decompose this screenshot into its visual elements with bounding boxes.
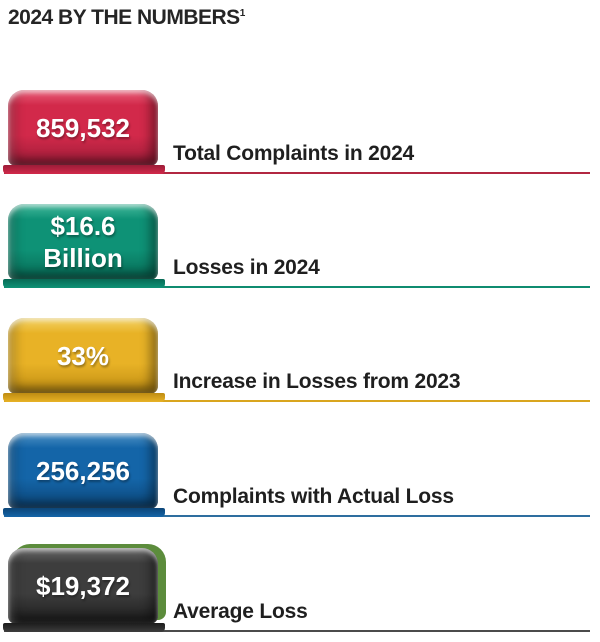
page-title: 2024 BY THE NUMBERS1 bbox=[8, 6, 245, 30]
stat-value: $16.6 Billion bbox=[43, 210, 123, 274]
stat-label: Increase in Losses from 2023 bbox=[173, 370, 461, 393]
stat-value: 859,532 bbox=[36, 112, 130, 143]
row-underline bbox=[4, 286, 590, 288]
stat-badge: 256,256 bbox=[3, 433, 165, 517]
stat-label: Total Complaints in 2024 bbox=[173, 142, 415, 165]
row-underline bbox=[4, 172, 590, 174]
badge-base bbox=[3, 623, 165, 632]
stat-label: Losses in 2024 bbox=[173, 256, 320, 279]
stat-row-loss-increase: 33% Increase in Losses from 2023 bbox=[0, 318, 600, 402]
stat-badge: $19,372 bbox=[3, 548, 165, 632]
stat-badge: 33% bbox=[3, 318, 165, 402]
stat-row-losses: $16.6 Billion Losses in 2024 bbox=[0, 204, 600, 288]
page-title-text: 2024 BY THE NUMBERS bbox=[8, 6, 240, 29]
stat-value: 256,256 bbox=[36, 455, 130, 486]
stat-badge: $16.6 Billion bbox=[3, 204, 165, 288]
stat-row-total-complaints: 859,532 Total Complaints in 2024 bbox=[0, 90, 600, 174]
stat-badge: 859,532 bbox=[3, 90, 165, 174]
stat-value: $19,372 bbox=[36, 570, 130, 601]
stat-label: Average Loss bbox=[173, 600, 308, 623]
stat-value: 33% bbox=[56, 340, 110, 371]
stat-label: Complaints with Actual Loss bbox=[173, 485, 454, 508]
stat-row-complaints-actual-loss: 256,256 Complaints with Actual Loss bbox=[0, 433, 600, 517]
badge-base bbox=[3, 393, 165, 402]
row-underline bbox=[4, 400, 590, 402]
badge-base bbox=[3, 165, 165, 174]
stat-row-average-loss: $19,372 Average Loss bbox=[0, 544, 600, 632]
badge-base bbox=[3, 279, 165, 288]
row-underline bbox=[4, 515, 590, 517]
footnote-marker: 1 bbox=[239, 8, 246, 19]
row-underline bbox=[4, 630, 590, 632]
badge-base bbox=[3, 508, 165, 517]
